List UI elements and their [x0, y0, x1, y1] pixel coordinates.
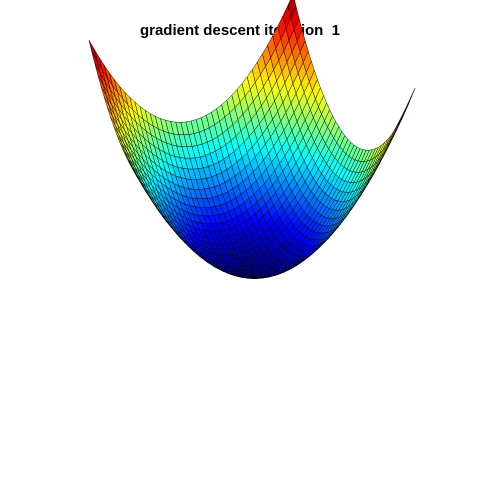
surface-facet — [88, 39, 98, 62]
